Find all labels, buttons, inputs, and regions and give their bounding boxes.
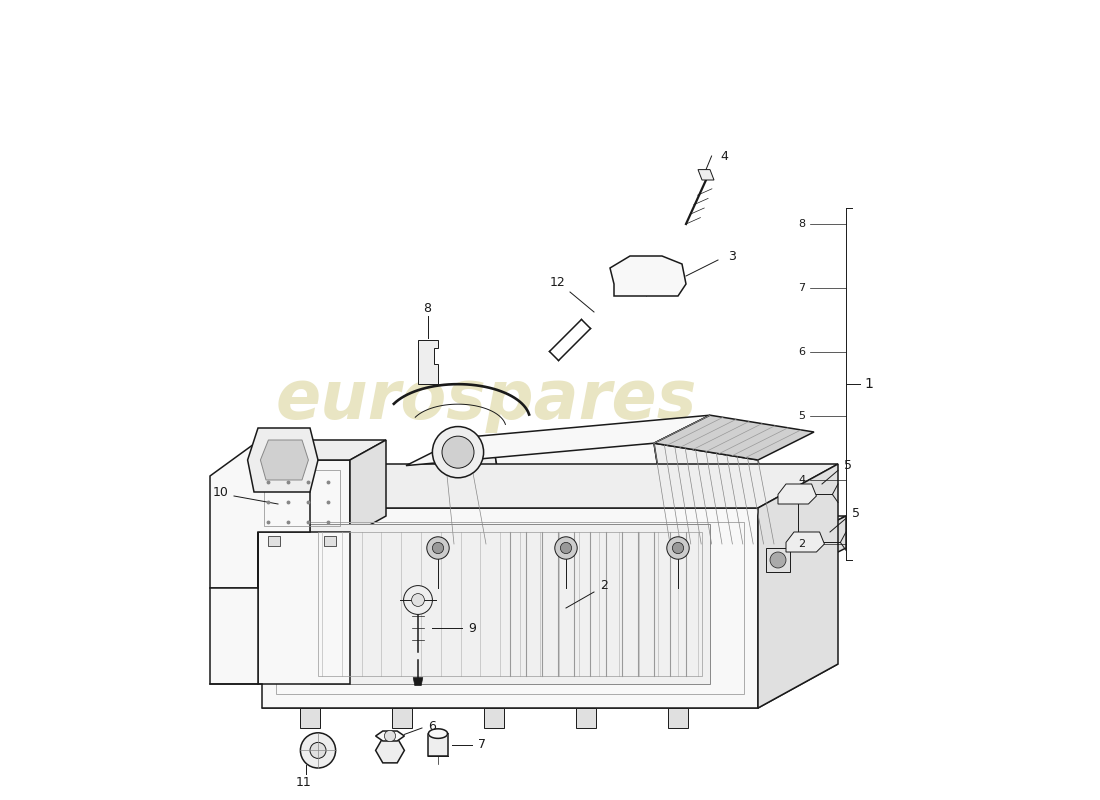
Text: 12: 12 (550, 276, 565, 289)
Polygon shape (210, 444, 310, 588)
Polygon shape (610, 256, 686, 296)
Polygon shape (778, 484, 816, 504)
Polygon shape (790, 516, 846, 576)
Text: 5: 5 (852, 507, 860, 520)
Circle shape (770, 552, 786, 568)
Polygon shape (428, 734, 448, 756)
Polygon shape (494, 443, 670, 544)
Polygon shape (267, 536, 280, 546)
Circle shape (432, 426, 484, 478)
Polygon shape (484, 708, 504, 728)
Text: 6: 6 (428, 720, 436, 733)
Polygon shape (310, 524, 710, 684)
Circle shape (672, 542, 683, 554)
Polygon shape (300, 708, 320, 728)
Text: 9: 9 (469, 622, 476, 634)
Polygon shape (323, 536, 337, 546)
Text: 4: 4 (799, 475, 805, 485)
Polygon shape (698, 170, 714, 180)
Polygon shape (374, 544, 790, 576)
Text: 11: 11 (296, 776, 311, 789)
Polygon shape (258, 532, 350, 684)
Polygon shape (758, 464, 838, 708)
Circle shape (667, 537, 690, 559)
Text: 8: 8 (424, 302, 431, 314)
Text: 5: 5 (799, 411, 805, 421)
Polygon shape (654, 415, 814, 460)
Polygon shape (254, 460, 350, 536)
Circle shape (411, 594, 425, 606)
Polygon shape (262, 664, 838, 708)
Circle shape (300, 733, 336, 768)
Text: 1: 1 (864, 377, 872, 391)
Text: 7: 7 (799, 283, 805, 293)
Circle shape (427, 537, 449, 559)
Polygon shape (262, 464, 838, 508)
Text: 10: 10 (212, 486, 229, 498)
Polygon shape (766, 548, 790, 572)
Circle shape (554, 537, 578, 559)
Circle shape (404, 586, 432, 614)
Polygon shape (786, 532, 824, 552)
Polygon shape (406, 415, 710, 466)
Polygon shape (429, 729, 448, 738)
Polygon shape (669, 708, 688, 728)
Text: 7: 7 (478, 738, 486, 751)
Polygon shape (414, 678, 422, 686)
Text: 4: 4 (720, 150, 728, 162)
Circle shape (442, 436, 474, 468)
Text: a passion for parts since 1985: a passion for parts since 1985 (308, 484, 664, 508)
Polygon shape (418, 340, 438, 384)
Polygon shape (375, 738, 405, 763)
Text: eurospares: eurospares (275, 367, 696, 433)
Text: 2: 2 (601, 579, 608, 592)
Text: 2: 2 (799, 539, 805, 549)
Polygon shape (210, 532, 258, 684)
Polygon shape (350, 440, 386, 536)
Circle shape (432, 542, 443, 554)
Polygon shape (576, 708, 595, 728)
Polygon shape (261, 440, 308, 480)
Circle shape (310, 742, 326, 758)
Polygon shape (393, 708, 411, 728)
Text: 6: 6 (799, 347, 805, 357)
Text: 3: 3 (728, 250, 736, 262)
Polygon shape (375, 731, 405, 741)
Polygon shape (254, 440, 386, 460)
Circle shape (384, 730, 396, 742)
Polygon shape (248, 428, 318, 492)
Text: 8: 8 (799, 219, 805, 229)
Text: 5: 5 (845, 459, 853, 472)
Polygon shape (654, 443, 774, 544)
Polygon shape (262, 508, 758, 708)
Circle shape (560, 542, 572, 554)
Polygon shape (390, 449, 510, 544)
Polygon shape (374, 516, 846, 544)
